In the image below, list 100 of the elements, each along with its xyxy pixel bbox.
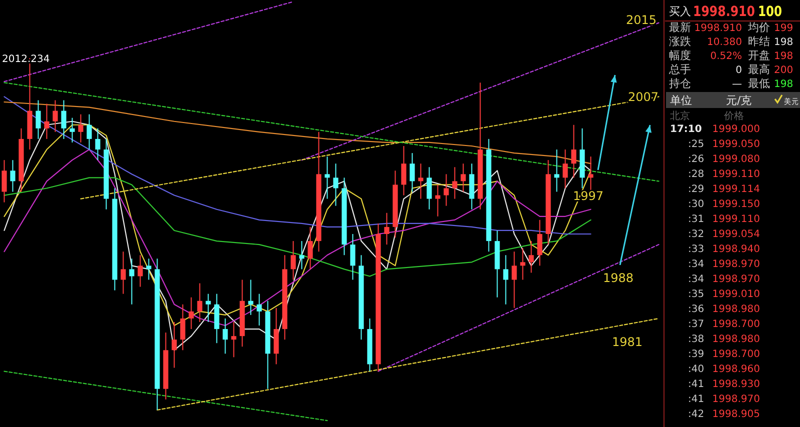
- candlestick: [571, 124, 576, 178]
- candlestick: [129, 258, 134, 305]
- candlestick: [197, 282, 202, 322]
- candlestick: [120, 251, 126, 294]
- candlestick: [95, 128, 100, 161]
- text: 198: [774, 51, 794, 62]
- text: 1999.080: [712, 154, 760, 165]
- text: 1998.700: [712, 349, 760, 360]
- candlestick: [10, 160, 16, 192]
- text: 0.52%: [710, 51, 742, 62]
- category-label: :32: [688, 229, 704, 240]
- text: 1999.110: [712, 214, 760, 225]
- category-label: :25: [688, 139, 704, 150]
- text: 涨跌: [669, 35, 691, 48]
- candlestick: [418, 163, 424, 200]
- category-label: :38: [688, 334, 704, 345]
- candlestick: [146, 258, 152, 280]
- category-label: :40: [688, 364, 704, 375]
- text: 最低: [748, 77, 770, 90]
- category-label: :34: [688, 274, 704, 285]
- candlestick: [44, 103, 50, 140]
- text: 10.380: [707, 37, 742, 48]
- text: 100: [758, 4, 788, 20]
- candlestick: [172, 322, 177, 368]
- category-label: :29: [688, 184, 704, 195]
- category-label: :41: [688, 394, 704, 405]
- candlestick: [70, 117, 75, 143]
- candlestick: [401, 146, 406, 196]
- text: 持仓: [669, 77, 691, 90]
- candlestick: [324, 156, 330, 200]
- candlestick: [520, 248, 526, 280]
- text: 1999.054: [712, 229, 760, 240]
- category-label: :37: [688, 319, 704, 330]
- candlestick: [299, 240, 304, 270]
- text: 北京: [670, 110, 690, 122]
- candlestick: [78, 114, 84, 143]
- candlestick: [188, 296, 194, 330]
- candlestick: [384, 212, 390, 246]
- text: 1998.970: [712, 274, 760, 285]
- text: 1999.114: [712, 184, 760, 195]
- text: 1998.980: [712, 334, 760, 345]
- text: —: [732, 79, 742, 90]
- text: 元/克: [726, 94, 752, 107]
- text: 价格: [723, 110, 744, 122]
- text: 昨结: [748, 35, 770, 48]
- category-label: :41: [688, 379, 704, 390]
- category-label: :34: [688, 259, 704, 270]
- text: 200: [774, 65, 794, 76]
- candlestick: [2, 160, 7, 203]
- candlestick: [444, 174, 449, 206]
- text: 1998.970: [712, 259, 760, 270]
- text: 1999.110: [712, 169, 760, 180]
- text: 198: [774, 79, 794, 90]
- candlestick: [180, 304, 186, 351]
- text: 0: [736, 65, 742, 76]
- text: 总手: [668, 63, 691, 76]
- candlestick: [86, 114, 92, 150]
- category-label: 17:10: [670, 124, 702, 135]
- category-label: :31: [688, 214, 704, 225]
- candlestick: [528, 240, 534, 274]
- annotation: 1981: [612, 335, 643, 349]
- candlestick: [231, 322, 236, 358]
- text: 1998.930: [712, 379, 760, 390]
- text: 1998.905: [712, 409, 760, 420]
- candlestick: [290, 240, 296, 280]
- candlestick: [512, 251, 517, 308]
- category-label: :35: [688, 289, 704, 300]
- text: 单位: [670, 94, 692, 107]
- candlestick: [554, 149, 560, 192]
- text: 1999.000: [712, 124, 760, 135]
- text: 1998.980: [712, 304, 760, 315]
- text: 199: [774, 23, 794, 34]
- text: 1999.010: [712, 289, 760, 300]
- text: 1998.910: [694, 23, 742, 34]
- category-label: :39: [688, 349, 704, 360]
- candlestick: [350, 234, 356, 280]
- candlestick: [452, 166, 458, 200]
- text: 198: [774, 37, 794, 48]
- category-label: :28: [688, 169, 704, 180]
- text: 最新: [669, 21, 691, 34]
- text: 买入: [669, 5, 691, 18]
- candlestick: [256, 293, 262, 326]
- category-label: :36: [688, 304, 704, 315]
- text: 1998.700: [712, 319, 760, 330]
- candlestick: [410, 152, 415, 192]
- category-label: :26: [688, 154, 704, 165]
- candlestick: [36, 100, 41, 140]
- category-label: :33: [688, 244, 704, 255]
- candlestick: [248, 279, 254, 316]
- candlestick: [588, 156, 594, 192]
- text: 幅度: [669, 49, 691, 62]
- category-label: :42: [688, 409, 704, 420]
- candlestick: [435, 184, 440, 217]
- candlestick: [52, 100, 58, 132]
- candlestick: [308, 226, 313, 270]
- text: 1999.150: [712, 199, 760, 210]
- text: 最高: [748, 63, 770, 76]
- text: 1998.970: [712, 394, 760, 405]
- candlestick: [460, 163, 466, 192]
- text: 1998.960: [712, 364, 760, 375]
